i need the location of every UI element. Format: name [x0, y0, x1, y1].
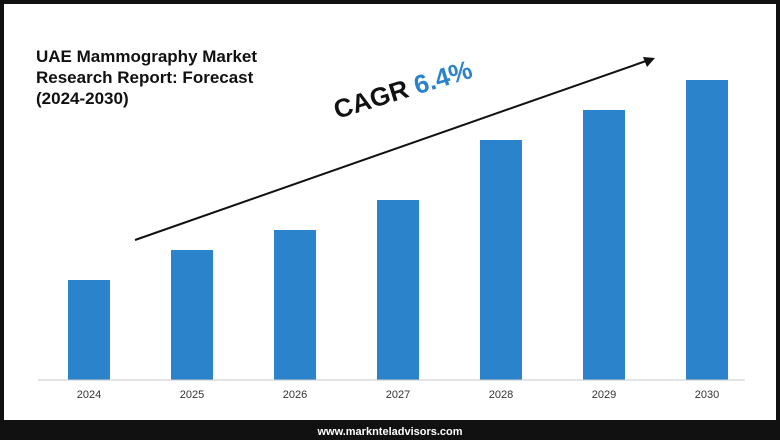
bar-2029 — [583, 110, 625, 380]
trend-arrow-line — [134, 60, 647, 241]
footer-bar — [0, 420, 780, 440]
bar-2026 — [274, 230, 316, 380]
bar-2025 — [171, 250, 213, 380]
x-tick-label: 2027 — [386, 389, 410, 401]
x-tick-label: 2026 — [283, 389, 307, 401]
frame-top-edge — [0, 0, 780, 4]
x-tick-label: 2029 — [592, 389, 616, 401]
cagr-trend-arrow — [134, 57, 655, 241]
x-tick-label: 2030 — [695, 389, 719, 401]
bar-2030 — [686, 80, 728, 380]
tick-labels-group: 2024 2025 2026 2027 2028 2029 2030 — [77, 389, 719, 401]
bar-2028 — [480, 140, 522, 380]
x-tick-label: 2024 — [77, 389, 101, 401]
x-tick-label: 2028 — [489, 389, 513, 401]
trend-arrowhead — [643, 57, 655, 67]
x-tick-label: 2025 — [180, 389, 204, 401]
footer-url: www.marknteladvisors.com — [317, 426, 463, 438]
bar-2027 — [377, 200, 419, 380]
chart-title: UAE Mammography Market Research Report: … — [36, 47, 258, 108]
bar-2024 — [68, 280, 110, 380]
bars-group — [68, 80, 728, 380]
frame-right-edge — [776, 0, 780, 440]
frame-left-edge — [0, 0, 4, 440]
